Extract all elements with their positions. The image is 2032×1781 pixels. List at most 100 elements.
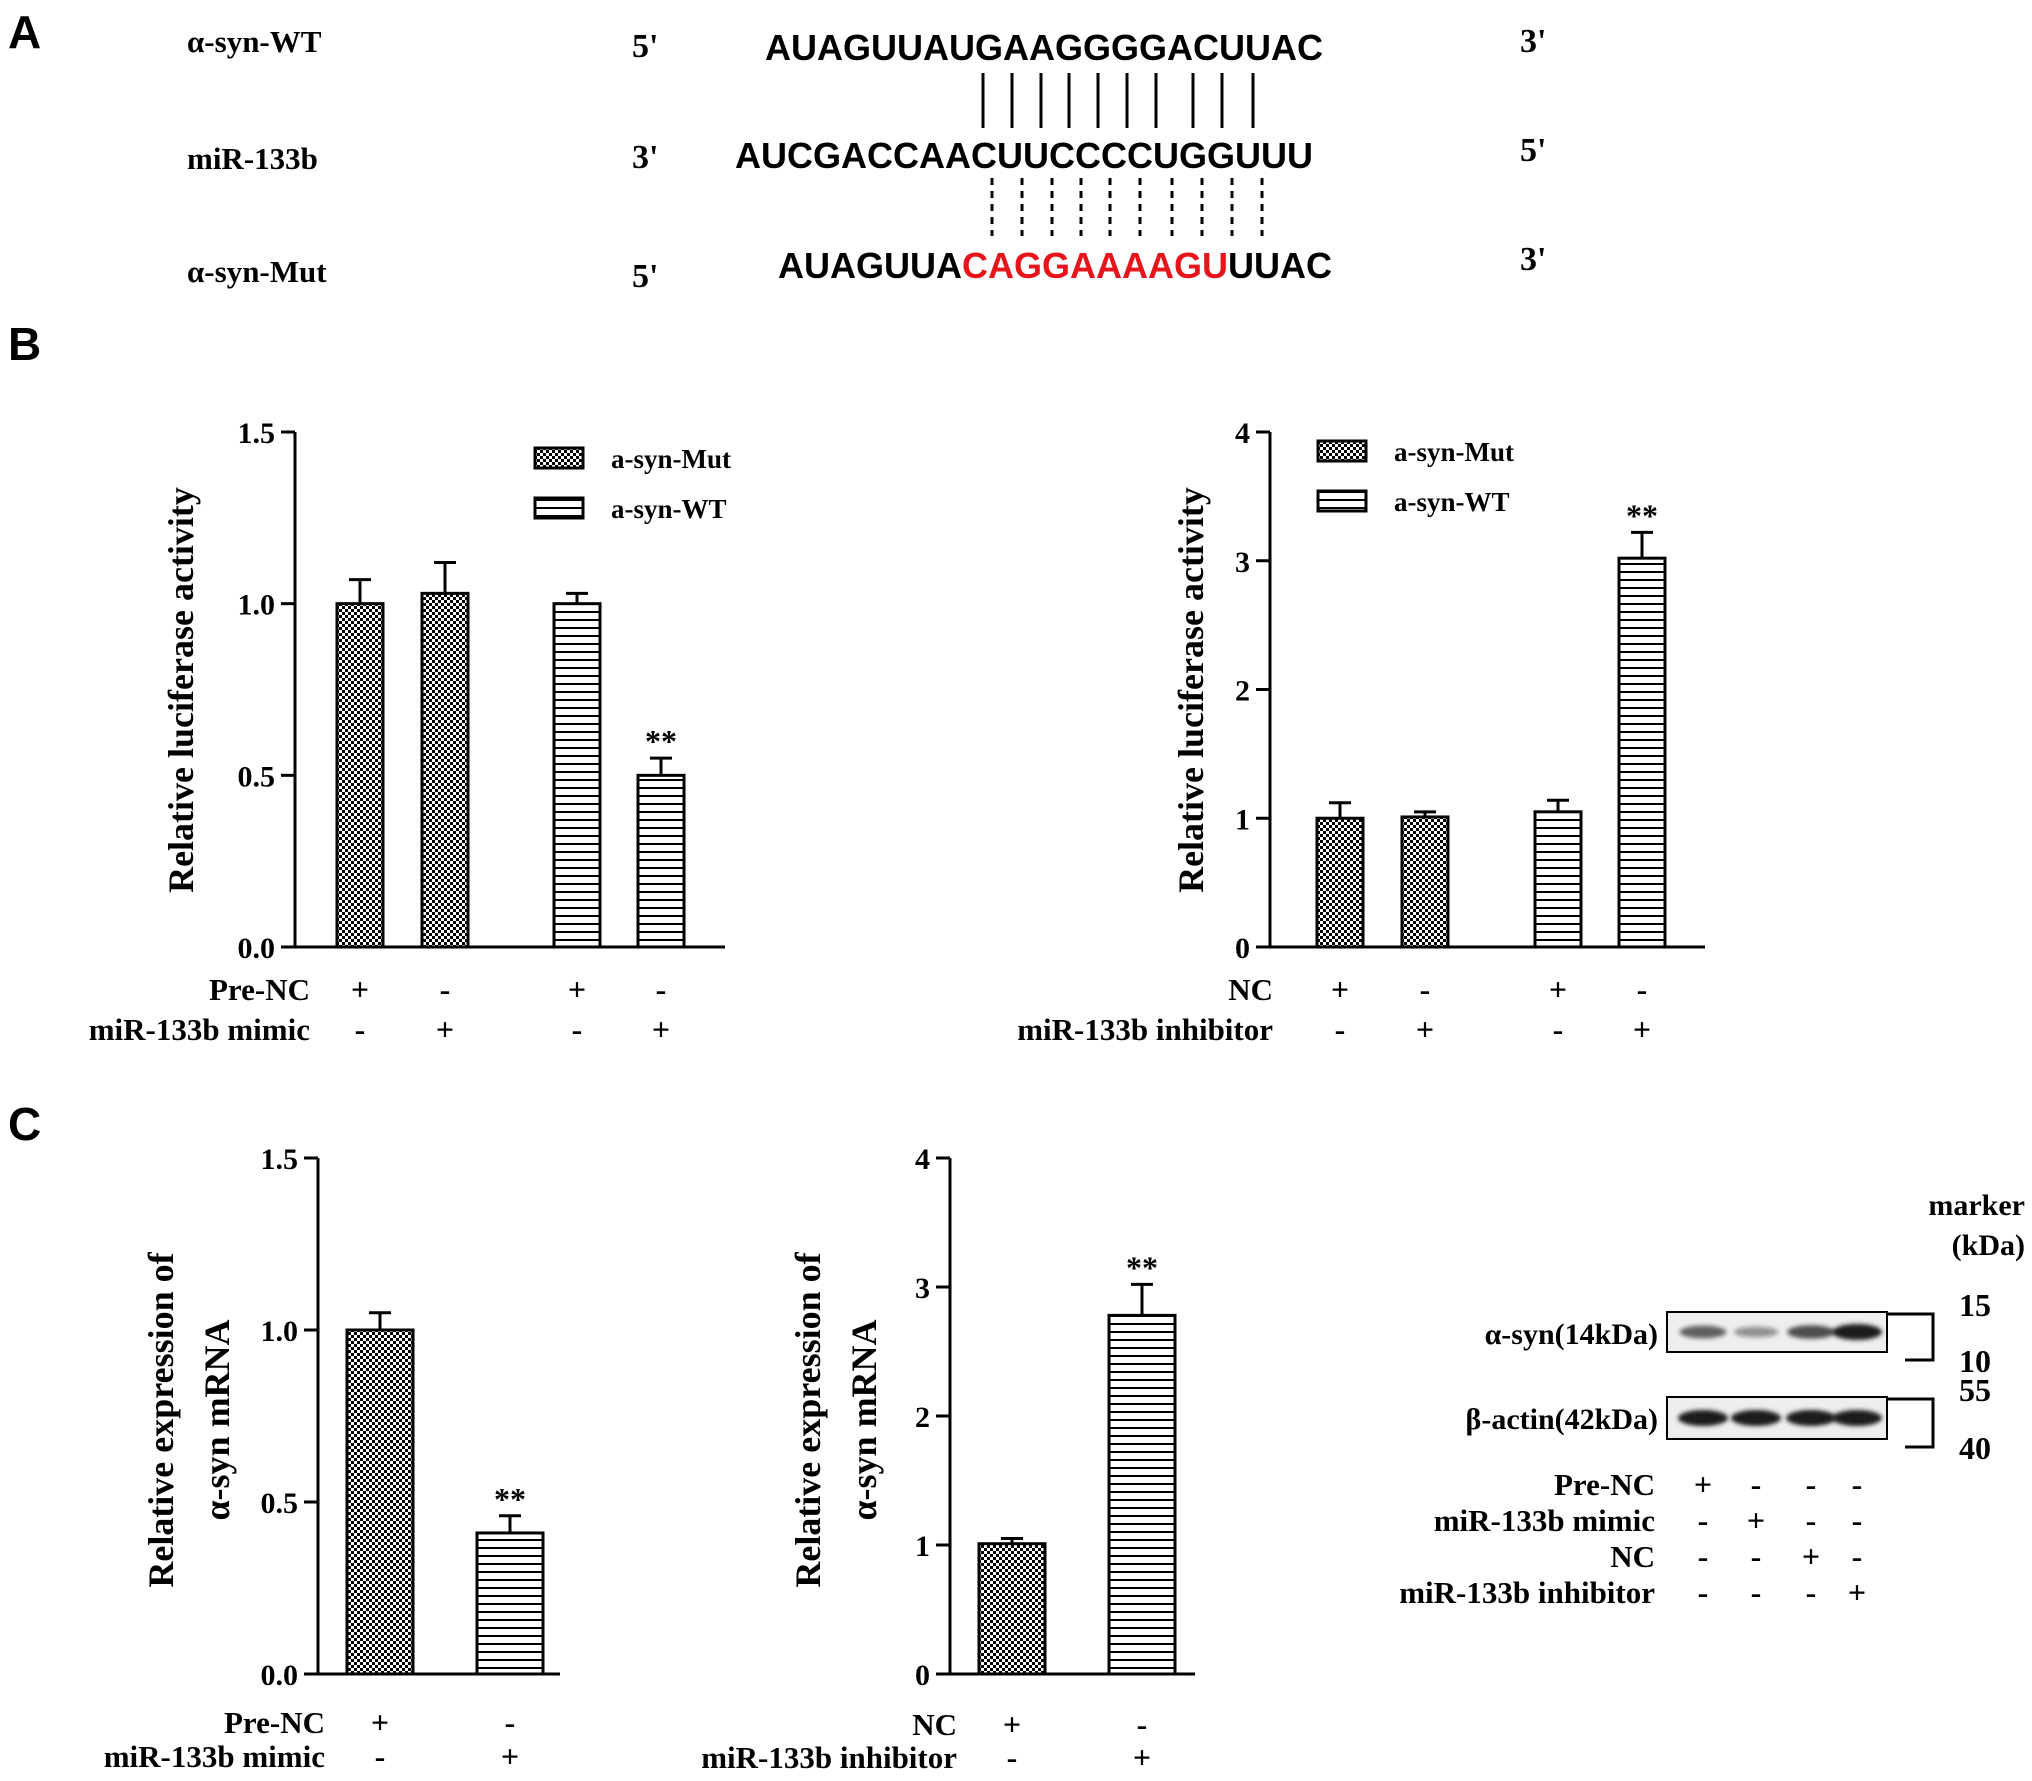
seq-mut-mutated-segment: CAGGAAAAGU — [962, 245, 1228, 286]
seq-mut-segment-1: AUAGUUA — [778, 245, 962, 286]
significance-label: ** — [494, 1481, 526, 1517]
y-tick-label: 3 — [915, 1272, 930, 1305]
y-tick-label: 4 — [1235, 417, 1250, 450]
y-axis-label: Relative luciferase activity — [161, 487, 201, 893]
condition-mark: + — [568, 971, 586, 1007]
condition-mark: + — [1133, 1739, 1151, 1775]
condition-mark: - — [656, 971, 667, 1007]
blot-condition-mark: - — [1751, 1574, 1762, 1610]
y-tick-label: 1.0 — [261, 1315, 299, 1348]
condition-mark: + — [1549, 971, 1567, 1007]
blot-band — [1832, 1324, 1882, 1340]
blot-condition-label: NC — [1610, 1539, 1655, 1574]
y-tick-label: 2 — [1235, 675, 1250, 708]
condition-mark: - — [1335, 1011, 1346, 1047]
seq-label-mut: α-syn-Mut — [187, 254, 327, 289]
legend-swatch — [1316, 489, 1368, 513]
y-tick-label: 2 — [915, 1401, 930, 1434]
seq-mir-end3: 5' — [1520, 132, 1546, 169]
bar — [345, 1328, 415, 1676]
seq-mut: AUAGUUACAGGAAAAGUUUAC — [778, 245, 1332, 286]
bar — [1400, 815, 1450, 949]
y-tick-label: 3 — [1235, 546, 1250, 579]
condition-label: NC — [912, 1707, 957, 1742]
y-tick-label: 1 — [915, 1530, 930, 1563]
condition-mark: - — [1553, 1011, 1564, 1047]
blot-condition-mark: - — [1806, 1574, 1817, 1610]
blot-band — [1786, 1410, 1836, 1426]
blot-band — [1678, 1410, 1728, 1426]
bar — [977, 1542, 1047, 1676]
condition-mark: - — [1007, 1739, 1018, 1775]
y-axis-label: Relative luciferase activity — [1171, 487, 1211, 893]
marker-value: 15 — [1959, 1287, 1991, 1323]
y-axis-label: Relative expression of — [141, 1251, 181, 1587]
legend-label: a-syn-Mut — [611, 444, 731, 474]
blot-band — [1733, 1326, 1779, 1338]
marker-value: 55 — [1959, 1372, 1991, 1408]
blot-condition-mark: - — [1698, 1502, 1709, 1538]
blot-condition-mark: + — [1694, 1466, 1712, 1502]
blot-condition-mark: - — [1806, 1502, 1817, 1538]
chart-luciferase-mimic: 0.0 0.5 1.0 1.5 Relative luciferase activity… — [89, 417, 731, 1047]
condition-mark: + — [1416, 1011, 1434, 1047]
blot-condition-mark: + — [1747, 1502, 1765, 1538]
blot-band — [1731, 1410, 1781, 1426]
blot-label: β-actin(42kDa) — [1466, 1403, 1658, 1436]
condition-label: Pre-NC — [209, 972, 310, 1007]
blot-label: α-syn(14kDa) — [1485, 1318, 1658, 1351]
condition-mark: - — [355, 1011, 366, 1047]
condition-mark: + — [436, 1011, 454, 1047]
bar — [1617, 556, 1667, 949]
blot-condition-mark: + — [1802, 1538, 1820, 1574]
y-tick-label: 0 — [1235, 932, 1250, 965]
western-blot: marker (kDa) α-syn(14kDa) 15 10 β-actin(42kDa… — [1399, 1189, 2025, 1610]
condition-label: miR-133b mimic — [89, 1012, 310, 1047]
y-axis-label: α-syn mRNA — [197, 1319, 237, 1520]
condition-mark: + — [371, 1704, 389, 1740]
blot-condition-mark: - — [1806, 1466, 1817, 1502]
bar — [552, 602, 602, 949]
condition-mark: + — [1331, 971, 1349, 1007]
chart-mrna-inhibitor: 0 1 2 3 4 Relative expression of α-syn mRNA ** N… — [701, 1143, 1195, 1775]
seq-wt-end3: 3' — [1520, 23, 1546, 60]
condition-mark: + — [1633, 1011, 1651, 1047]
condition-mark: - — [572, 1011, 583, 1047]
chart-mrna-mimic: 0.0 0.5 1.0 1.5 Relative expression of α-syn … — [104, 1143, 560, 1774]
condition-mark: - — [440, 971, 451, 1007]
seq-mut-end3: 3' — [1520, 241, 1546, 278]
y-tick-label: 0.0 — [261, 1659, 299, 1692]
y-tick-label: 0 — [915, 1659, 930, 1692]
seq-mut-segment-3: UUAC — [1228, 245, 1332, 286]
y-tick-label: 0.5 — [238, 760, 276, 793]
blot-condition-mark: - — [1852, 1466, 1863, 1502]
seq-label-mir: miR-133b — [187, 141, 318, 176]
marker-bracket — [1887, 1397, 1935, 1449]
panel-label-a: A — [8, 6, 41, 58]
bar — [420, 591, 470, 949]
condition-label: miR-133b mimic — [104, 1739, 325, 1774]
marker-bracket — [1887, 1312, 1935, 1362]
bar — [335, 602, 385, 949]
blot-condition-label: miR-133b mimic — [1434, 1503, 1655, 1538]
blot-condition-label: Pre-NC — [1554, 1467, 1655, 1502]
condition-mark: - — [1637, 971, 1648, 1007]
condition-label: miR-133b inhibitor — [701, 1740, 957, 1775]
condition-mark: - — [375, 1738, 386, 1774]
bar — [1107, 1313, 1177, 1676]
seq-mir-end5: 3' — [632, 139, 658, 176]
y-axis-label: α-syn mRNA — [844, 1319, 884, 1520]
sequence-alignment: α-syn-WT 5' AUAGUUAUGAAGGGGACUUAC 3' miR… — [187, 23, 1546, 295]
y-tick-label: 0.5 — [261, 1487, 299, 1520]
y-tick-label: 0.0 — [238, 932, 276, 965]
significance-label: ** — [645, 723, 677, 759]
condition-mark: + — [652, 1011, 670, 1047]
y-tick-label: 1 — [1235, 803, 1250, 836]
y-tick-label: 4 — [915, 1143, 930, 1176]
seq-mut-end5: 5' — [632, 258, 658, 295]
bar — [636, 773, 686, 949]
bar — [1533, 810, 1583, 949]
seq-mir: AUCGACCAACUUCCCCUGGUUU — [735, 135, 1313, 176]
legend-swatch — [1316, 439, 1368, 463]
